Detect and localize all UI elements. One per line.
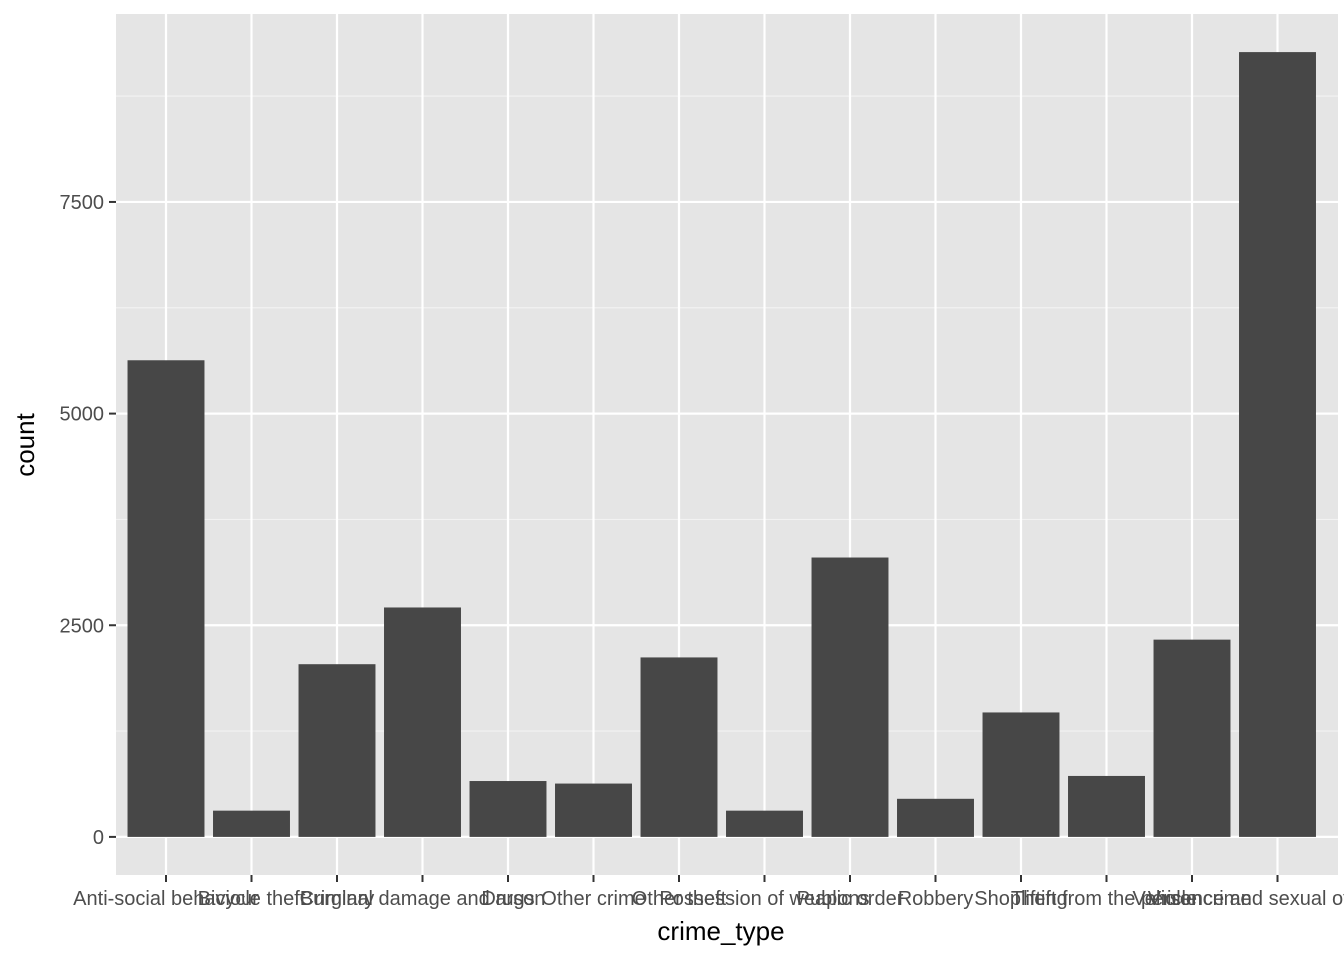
x-tick-label: Other crime xyxy=(541,888,645,910)
bar xyxy=(897,798,974,837)
x-tick-label: Shoplifting xyxy=(974,888,1067,910)
x-tick-label: Possession of weapons xyxy=(659,888,869,910)
x-tick-label: Public order xyxy=(797,888,904,910)
y-tick-label: 2500 xyxy=(60,615,105,637)
x-tick-label: Drugs xyxy=(481,888,534,910)
bar xyxy=(640,657,718,837)
bar xyxy=(811,557,889,837)
bar xyxy=(1068,775,1145,837)
bars xyxy=(127,52,1316,837)
bar xyxy=(726,810,803,837)
x-tick-label: Violence and sexual offences xyxy=(1148,888,1344,910)
bar xyxy=(298,664,376,837)
x-tick-label: Other theft xyxy=(632,888,727,910)
bar xyxy=(1239,52,1316,837)
bar xyxy=(469,781,547,837)
bar xyxy=(127,360,205,837)
x-tick-label: Anti-social behaviour xyxy=(73,888,259,910)
bar xyxy=(213,810,290,837)
y-tick-label: 5000 xyxy=(60,404,105,426)
x-tick-label: Theft from the person xyxy=(1011,888,1202,910)
x-tick-label: Vehicle crime xyxy=(1133,888,1252,910)
y-axis-ticks: 0 2500 5000 7500 xyxy=(60,192,116,849)
y-tick-label: 0 xyxy=(93,827,104,849)
y-axis-title: count xyxy=(10,412,40,476)
bar xyxy=(555,783,632,837)
x-tick-label: Burglary xyxy=(300,888,374,910)
bar xyxy=(1153,639,1231,837)
x-axis-title: crime_type xyxy=(657,916,784,946)
x-tick-label: Bicycle theft xyxy=(198,888,306,910)
y-tick-label: 7500 xyxy=(60,192,105,214)
bar xyxy=(384,607,461,837)
x-tick-label: Robbery xyxy=(898,888,974,910)
bar xyxy=(982,712,1060,837)
x-tick-label: Criminal damage and arson xyxy=(300,888,546,910)
